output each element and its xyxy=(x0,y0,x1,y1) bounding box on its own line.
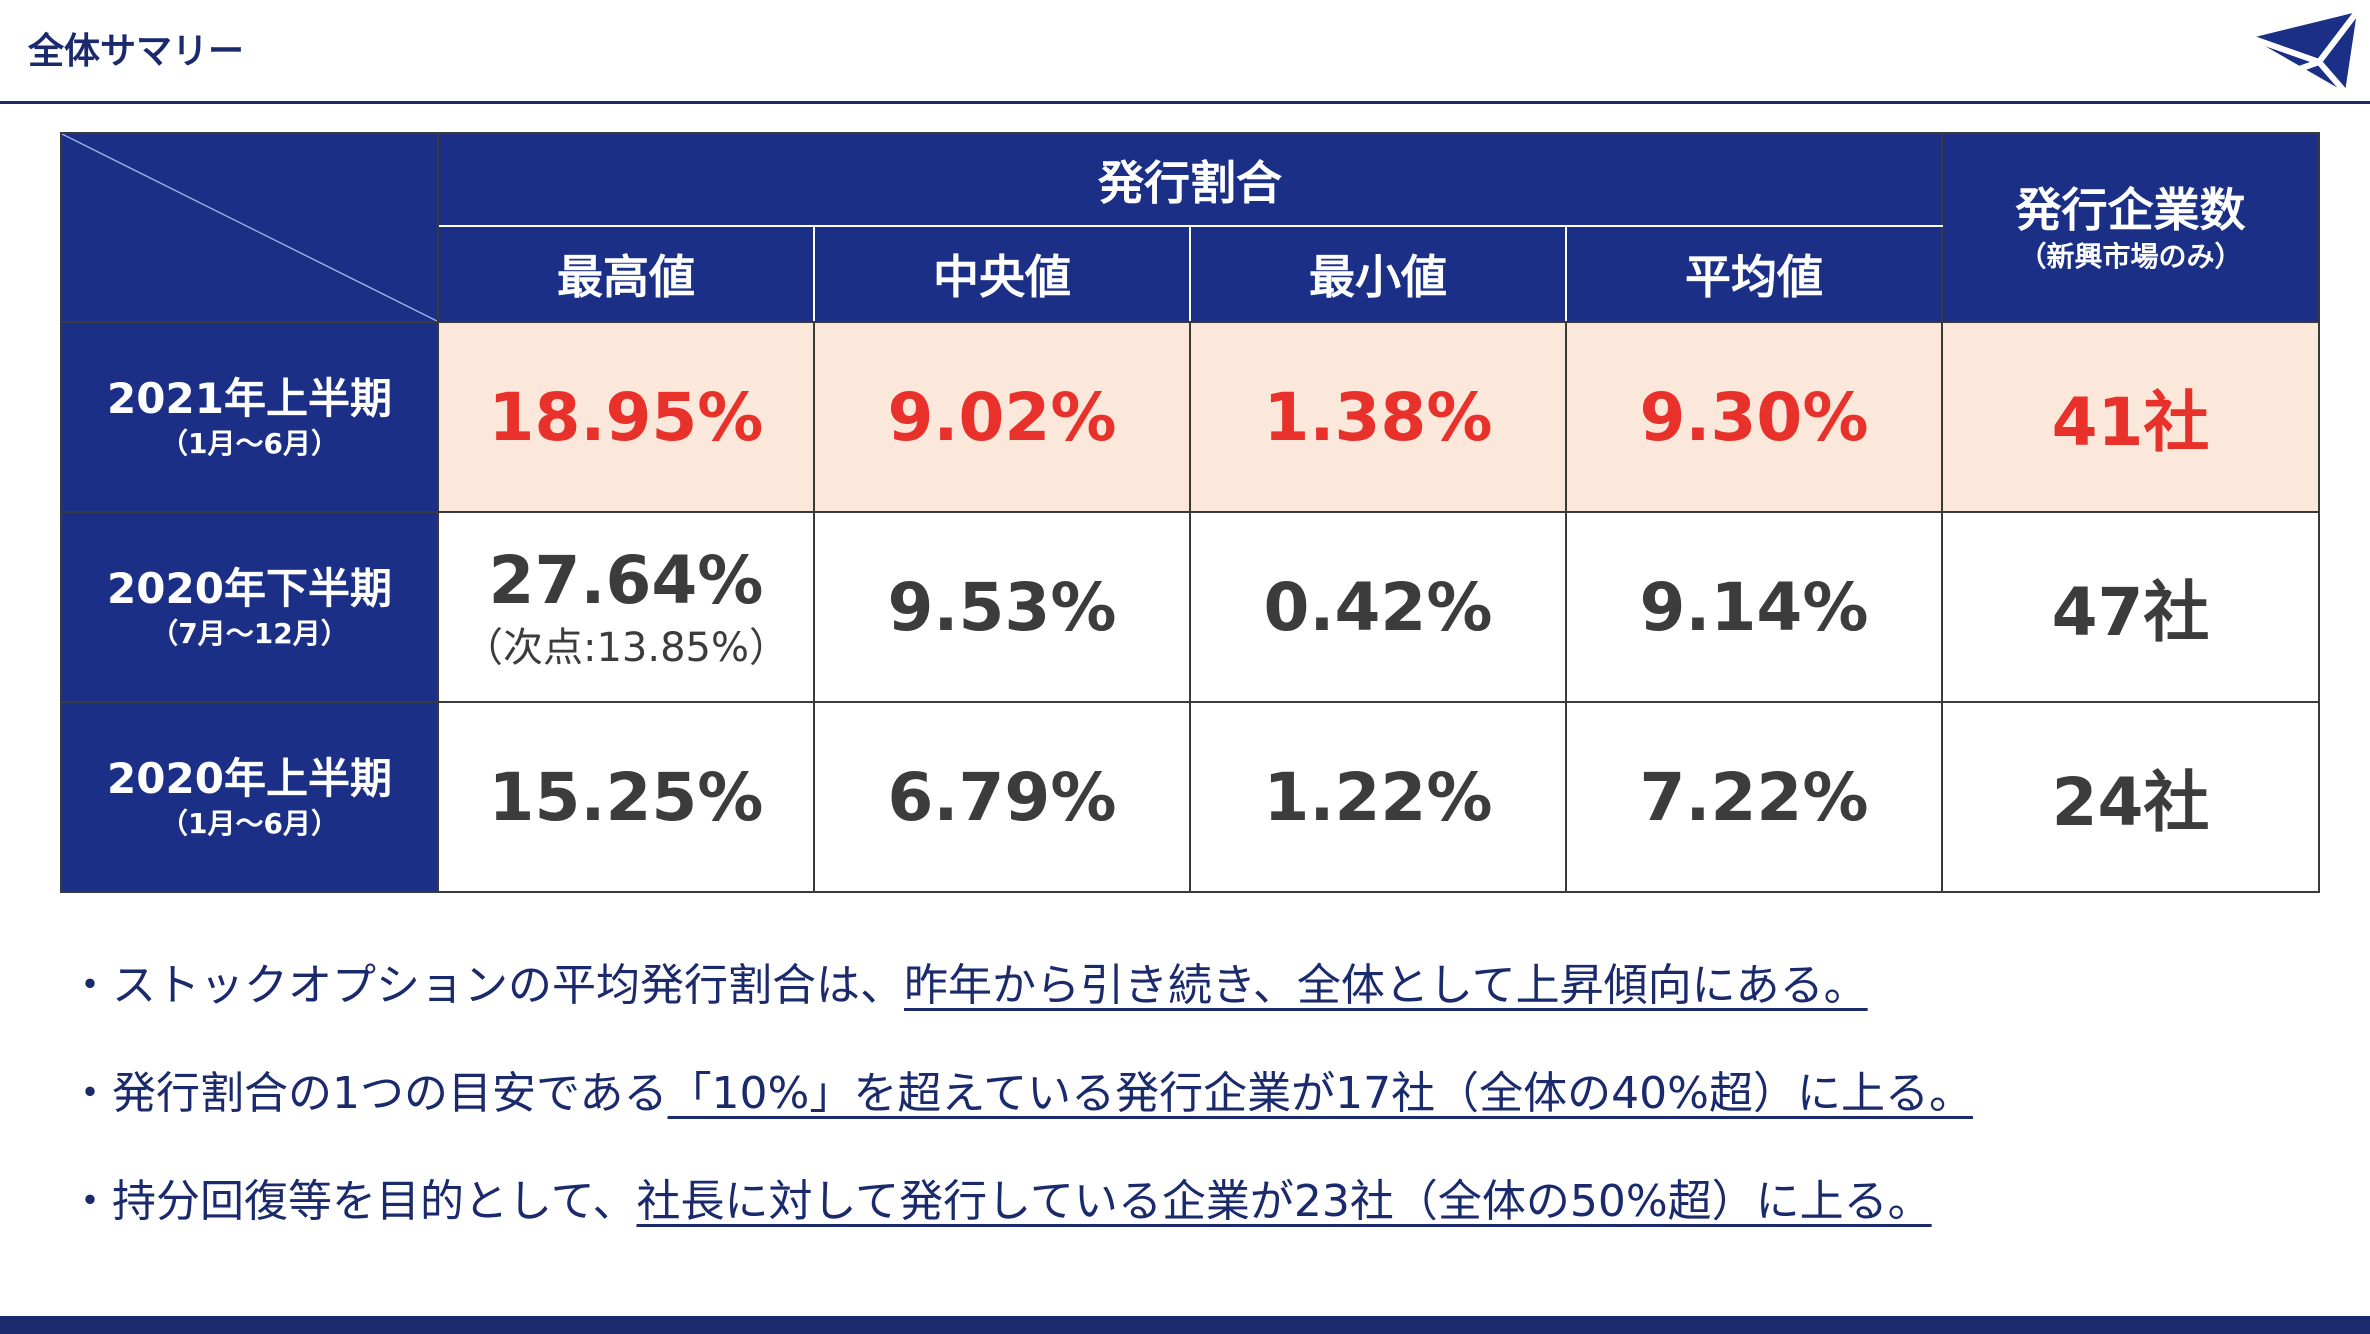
bullet-item: ・発行割合の1つの目安である「10%」を超えている発行企業が17社（全体の40%… xyxy=(68,1063,1973,1171)
row-label: 2020年上半期 （1月～6月） xyxy=(60,701,439,893)
bullet-emphasis: 社長に対して発行している企業が23社（全体の50%超）に上る。 xyxy=(636,1176,1932,1227)
bullet-prefix: ・ストックオプションの平均発行割合は、 xyxy=(68,960,904,1011)
count-value: 41社 xyxy=(1941,321,2320,513)
median-value: 6.79% xyxy=(813,701,1191,893)
period-label: 2020年下半期 xyxy=(107,564,392,613)
row-label: 2020年下半期 （7月～12月） xyxy=(60,511,439,703)
avg-value: 9.30% xyxy=(1565,321,1943,513)
count-value: 47社 xyxy=(1941,511,2320,703)
issuer-count-header: 発行企業数 （新興市場のみ） xyxy=(1941,132,2320,323)
min-value: 1.22% xyxy=(1189,701,1567,893)
max-header: 最高値 xyxy=(437,225,815,323)
company-logo-icon xyxy=(2250,10,2360,94)
median-value: 9.02% xyxy=(813,321,1191,513)
bullet-item: ・持分回復等を目的として、社長に対して発行している企業が23社（全体の50%超）… xyxy=(68,1171,1973,1279)
max-value: 15.25% xyxy=(437,701,815,893)
min-value: 1.38% xyxy=(1189,321,1567,513)
months-label: （7月～12月） xyxy=(150,617,349,650)
period-label: 2021年上半期 xyxy=(107,374,392,423)
diagonal-line-icon xyxy=(62,134,437,321)
median-value: 9.53% xyxy=(813,511,1191,703)
median-header: 中央値 xyxy=(813,225,1191,323)
months-label: （1月～6月） xyxy=(160,807,339,840)
max-value-cell: 27.64% （次点:13.85%） xyxy=(437,511,815,703)
max-value: 27.64% xyxy=(488,542,764,619)
avg-value: 7.22% xyxy=(1565,701,1943,893)
table-row: 2021年上半期 （1月～6月） 18.95% 9.02% 1.38% 9.30… xyxy=(60,321,2320,513)
issuer-count-note: （新興市場のみ） xyxy=(2018,239,2243,273)
table-row: 2020年下半期 （7月～12月） 27.64% （次点:13.85%） 9.5… xyxy=(60,511,2320,703)
row-label: 2021年上半期 （1月～6月） xyxy=(60,321,439,513)
min-header: 最小値 xyxy=(1189,225,1567,323)
avg-value: 9.14% xyxy=(1565,511,1943,703)
bullet-emphasis: 昨年から引き続き、全体として上昇傾向にある。 xyxy=(904,960,1868,1011)
avg-header: 平均値 xyxy=(1565,225,1943,323)
max-value: 18.95% xyxy=(437,321,815,513)
issuer-count-title: 発行企業数 xyxy=(2015,182,2246,237)
bullet-prefix: ・発行割合の1つの目安である xyxy=(68,1068,668,1119)
page-title: 全体サマリー xyxy=(28,31,245,72)
bullet-item: ・ストックオプションの平均発行割合は、昨年から引き続き、全体として上昇傾向にある… xyxy=(68,955,1973,1063)
footer-bar xyxy=(0,1316,2370,1334)
period-label: 2020年上半期 xyxy=(107,754,392,803)
header-divider xyxy=(0,101,2370,104)
summary-table: 発行割合 発行企業数 （新興市場のみ） 最高値 中央値 最小値 平均値 2021… xyxy=(60,132,2320,893)
bullet-prefix: ・持分回復等を目的として、 xyxy=(68,1176,637,1227)
count-value: 24社 xyxy=(1941,701,2320,893)
issuance-ratio-header: 発行割合 xyxy=(437,132,1943,227)
table-corner-cell xyxy=(60,132,439,323)
runner-up-note: （次点:13.85%） xyxy=(463,625,789,671)
min-value: 0.42% xyxy=(1189,511,1567,703)
bullet-list: ・ストックオプションの平均発行割合は、昨年から引き続き、全体として上昇傾向にある… xyxy=(68,955,1973,1279)
table-row: 2020年上半期 （1月～6月） 15.25% 6.79% 1.22% 7.22… xyxy=(60,701,2320,893)
bullet-emphasis: 「10%」を超えている発行企業が17社（全体の40%超）に上る。 xyxy=(667,1068,1973,1119)
months-label: （1月～6月） xyxy=(160,427,339,460)
